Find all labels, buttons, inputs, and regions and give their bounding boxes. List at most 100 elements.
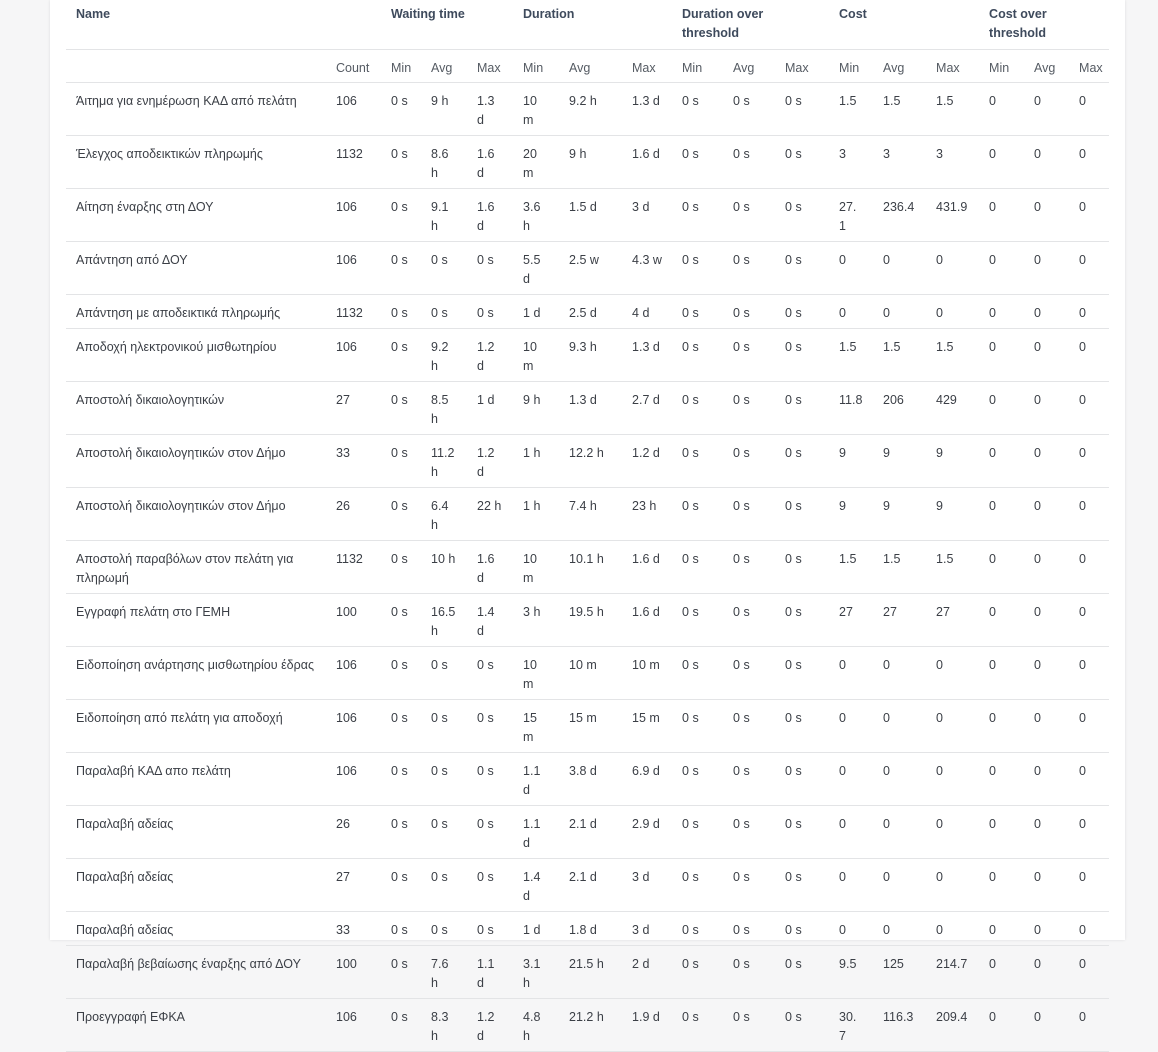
cell-cost-max: 0 xyxy=(936,658,943,672)
header-cost-avg[interactable]: Avg xyxy=(883,61,905,75)
table-row[interactable]: Άιτημα για ενημέρωση ΚΑΔ από πελάτη 106 0 … xyxy=(66,83,1110,136)
table-row[interactable]: Παραλαβή βεβαίωσης έναρξης από ΔΟΥ 100 0 s… xyxy=(66,946,1110,999)
table-row[interactable]: Απάντηση με αποδεικτικά πληρωμής 1132 0 s 0… xyxy=(66,295,1110,329)
cell-waiting-max: 0 s xyxy=(477,870,494,884)
cell-waiting-max: 22 h xyxy=(477,499,502,513)
cell-cost-over-min: 0 xyxy=(989,658,996,672)
cell-cost-over-max: 0 xyxy=(1079,870,1086,884)
header-cost-min[interactable]: Min xyxy=(839,61,860,75)
table-row[interactable]: Αποστολή δικαιολογητικών στον Δήμο 26 0 s 6… xyxy=(66,488,1110,541)
cell-duration-max: 3 d xyxy=(632,923,650,937)
table-row[interactable]: Παραλαβή ΚΑΔ απο πελάτη 106 0 s 0 s 0 s 1.1 d… xyxy=(66,753,1110,806)
cell-waiting-min: 0 s xyxy=(391,711,408,725)
cell-duration-over-avg: 0 s xyxy=(733,1010,750,1024)
cell-duration-max: 1.6 d xyxy=(632,147,660,161)
cell-activity-name: Προεγγραφή ΕΦΚΑ xyxy=(76,1010,186,1024)
header-duration-over-avg[interactable]: Avg xyxy=(733,61,755,75)
cell-waiting-max: 1 d xyxy=(477,393,495,407)
cell-cost-min: 30.7 xyxy=(839,1010,857,1043)
header-cost-over-max[interactable]: Max xyxy=(1079,61,1103,75)
cell-waiting-max: 0 s xyxy=(477,253,494,267)
cell-duration-max: 23 h xyxy=(632,499,657,513)
cell-count: 106 xyxy=(336,253,357,267)
header-duration-over-min[interactable]: Min xyxy=(682,61,703,75)
cell-waiting-min: 0 s xyxy=(391,1010,408,1024)
cell-count: 106 xyxy=(336,711,357,725)
cell-cost-avg: 9 xyxy=(883,499,890,513)
cell-duration-over-max: 0 s xyxy=(785,147,802,161)
cell-duration-avg: 15 m xyxy=(569,711,597,725)
cell-waiting-avg: 0 s xyxy=(431,711,448,725)
cell-cost-min: 0 xyxy=(839,306,846,320)
header-cost-over-min[interactable]: Min xyxy=(989,61,1010,75)
table-row[interactable]: Απάντηση από ΔΟΥ 106 0 s 0 s 0 s 5.5 d 2.5 w 4.… xyxy=(66,242,1110,295)
table-row[interactable]: Παραλαβή αδείας 33 0 s 0 s 0 s 1 d 1.8 d 3 d 0 s… xyxy=(66,912,1110,946)
cell-cost-over-max: 0 xyxy=(1079,147,1086,161)
header-waiting-avg[interactable]: Avg xyxy=(431,61,453,75)
cell-cost-over-min: 0 xyxy=(989,499,996,513)
table-row[interactable]: Παραλαβή αδείας 26 0 s 0 s 0 s 1.1 d 2.1 d 2.9 … xyxy=(66,806,1110,859)
cell-cost-over-avg: 0 xyxy=(1034,957,1041,971)
cell-waiting-avg: 9.1 h xyxy=(431,200,449,233)
cell-duration-min: 1.1 d xyxy=(523,817,541,850)
cell-duration-min: 1 d xyxy=(523,923,541,937)
header-waiting-time[interactable]: Waiting time xyxy=(391,7,465,21)
header-cost-over-threshold[interactable]: Cost over threshold xyxy=(989,7,1047,40)
cell-duration-over-min: 0 s xyxy=(682,711,699,725)
cell-duration-over-max: 0 s xyxy=(785,393,802,407)
cell-duration-over-max: 0 s xyxy=(785,870,802,884)
cell-duration-max: 1.6 d xyxy=(632,552,660,566)
header-name[interactable]: Name xyxy=(76,7,111,21)
table-row[interactable]: Ειδοποίηση ανάρτησης μισθωτηρίου έδρας 10… xyxy=(66,647,1110,700)
table-row[interactable]: Αποστολή δικαιολογητικών στον Δήμο 33 0 s 1… xyxy=(66,435,1110,488)
header-waiting-min[interactable]: Min xyxy=(391,61,412,75)
header-duration-avg[interactable]: Avg xyxy=(569,61,591,75)
cell-cost-over-min: 0 xyxy=(989,870,996,884)
cell-cost-over-avg: 0 xyxy=(1034,393,1041,407)
cell-waiting-max: 1.6 d xyxy=(477,552,495,585)
cell-activity-name: Αίτηση έναρξης στη ΔΟΥ xyxy=(76,200,214,214)
table-row[interactable]: Έλεγχος αποδεικτικών πληρωμής 1132 0 s 8.6 … xyxy=(66,136,1110,189)
cell-activity-name: Απάντηση με αποδεικτικά πληρωμής xyxy=(76,306,281,320)
cell-cost-over-max: 0 xyxy=(1079,306,1086,320)
header-waiting-max[interactable]: Max xyxy=(477,61,501,75)
cell-cost-over-max: 0 xyxy=(1079,764,1086,778)
table-row[interactable]: Προεγγραφή ΕΦΚΑ 106 0 s 8.3 h 1.2 d 4.8 h 21.2… xyxy=(66,999,1110,1052)
cell-waiting-min: 0 s xyxy=(391,446,408,460)
cell-cost-over-avg: 0 xyxy=(1034,711,1041,725)
cell-duration-max: 1.6 d xyxy=(632,605,660,619)
cell-waiting-min: 0 s xyxy=(391,306,408,320)
header-duration-over-threshold[interactable]: Duration over threshold xyxy=(682,7,764,40)
header-duration-min[interactable]: Min xyxy=(523,61,544,75)
cell-activity-name: Αποστολή δικαιολογητικών xyxy=(76,393,225,407)
header-cost-max[interactable]: Max xyxy=(936,61,960,75)
cell-cost-avg: 1.5 xyxy=(883,94,901,108)
cell-cost-max: 3 xyxy=(936,147,943,161)
table-row[interactable]: Ειδοποίηση από πελάτη για αποδοχή 106 0 s 0… xyxy=(66,700,1110,753)
cell-activity-name: Εγγραφή πελάτη στο ΓΕΜΗ xyxy=(76,605,231,619)
table-row[interactable]: Αποδοχή ηλεκτρονικού μισθωτηρίου 106 0 s 9.… xyxy=(66,329,1110,382)
cell-count: 106 xyxy=(336,764,357,778)
cell-cost-min: 9.5 xyxy=(839,957,857,971)
table-row[interactable]: Αίτηση έναρξης στη ΔΟΥ 106 0 s 9.1 h 1.6 d 3.… xyxy=(66,189,1110,242)
cell-duration-avg: 1.5 d xyxy=(569,200,597,214)
table-row[interactable]: Εγγραφή πελάτη στο ΓΕΜΗ 100 0 s 16.5 h 1.4 d… xyxy=(66,594,1110,647)
header-duration-over-max[interactable]: Max xyxy=(785,61,809,75)
cell-duration-over-min: 0 s xyxy=(682,200,699,214)
header-cost-over-avg[interactable]: Avg xyxy=(1034,61,1056,75)
header-cost[interactable]: Cost xyxy=(839,7,867,21)
cell-duration-over-min: 0 s xyxy=(682,605,699,619)
cell-duration-avg: 9.3 h xyxy=(569,340,597,354)
cell-cost-avg: 0 xyxy=(883,870,890,884)
header-count[interactable]: Count xyxy=(336,61,370,75)
cell-duration-over-min: 0 s xyxy=(682,764,699,778)
cell-cost-over-min: 0 xyxy=(989,764,996,778)
table-row[interactable]: Αποστολή δικαιολογητικών 27 0 s 8.5 h 1 d 9 h… xyxy=(66,382,1110,435)
cell-duration-min: 1 h xyxy=(523,446,541,460)
table-row[interactable]: Παραλαβή αδείας 27 0 s 0 s 0 s 1.4 d 2.1 d 3 d 0… xyxy=(66,859,1110,912)
header-duration[interactable]: Duration xyxy=(523,7,575,21)
cell-cost-over-min: 0 xyxy=(989,552,996,566)
header-duration-max[interactable]: Max xyxy=(632,61,656,75)
table-row[interactable]: Αποστολή παραβόλων στον πελάτη για πληρω… xyxy=(66,541,1110,594)
cell-waiting-min: 0 s xyxy=(391,393,408,407)
